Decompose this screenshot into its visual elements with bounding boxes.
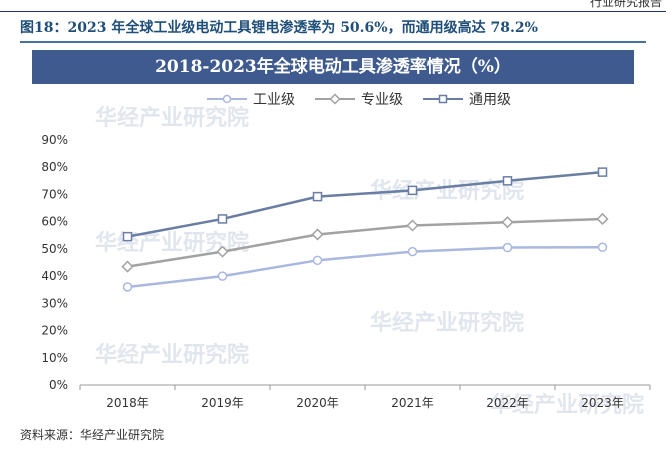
x-tick-label: 2022年 [486, 396, 529, 410]
legend-label-industrial: 工业级 [253, 92, 295, 108]
data-point [407, 185, 418, 196]
chart-title: 2018-2023年全球电动工具渗透率情况（%） [32, 50, 634, 84]
x-axis: 2018年 2019年 2020年 2021年 2022年 2023年 [79, 384, 651, 410]
report-header-text: 行业研究报告 [589, 0, 662, 9]
data-point [406, 219, 419, 232]
data-point [122, 282, 133, 292]
series-line [127, 246, 603, 289]
data-point [216, 245, 229, 258]
x-tick-label: 2018年 [106, 396, 149, 410]
source-note: 资料来源：华经产业研究院 [20, 428, 165, 442]
y-tick-label: 70% [41, 187, 68, 201]
legend-square-marker-icon [423, 94, 463, 104]
legend-circle-marker-icon [207, 94, 247, 104]
data-point [597, 242, 608, 253]
y-tick-label: 60% [41, 215, 68, 229]
y-tick-label: 40% [41, 269, 68, 283]
data-point [407, 246, 418, 257]
watermark-text: 华经产业研究院 [490, 392, 644, 418]
x-tick-label: 2021年 [391, 396, 434, 410]
chart-legend: 工业级 专业级 通用级 [205, 88, 511, 110]
y-tick-label: 90% [41, 133, 68, 147]
data-point [217, 271, 228, 281]
header-divider [0, 11, 666, 12]
watermark-text: 华经产业研究院 [95, 342, 249, 368]
x-tick-label: 2020年 [296, 396, 339, 410]
watermark-text: 华经产业研究院 [95, 105, 249, 131]
y-tick-label: 80% [41, 160, 68, 174]
figure-title: 图18：2023 年全球工业级电动工具锂电渗透率为 50.6%，而通用级高达 7… [20, 20, 538, 36]
data-point [312, 191, 323, 202]
legend-item-general: 通用级 [421, 89, 511, 109]
data-point [502, 176, 513, 186]
series-layer [121, 167, 609, 292]
legend-diamond-marker-icon [315, 93, 355, 105]
series-line [127, 170, 603, 238]
data-point [121, 260, 134, 273]
legend-label-general: 通用级 [469, 92, 511, 108]
title-underline [20, 41, 646, 43]
y-tick-label: 30% [41, 296, 68, 310]
data-point [502, 242, 513, 253]
data-point [122, 231, 133, 242]
y-axis: 0% 10% 20% 30% 40% 50% 60% 70% 80% 90% [41, 133, 68, 392]
y-tick-label: 0% [49, 378, 68, 392]
series-line [127, 217, 603, 268]
watermark-layer: 华经产业研究院华经产业研究院华经产业研究院华经产业研究院华经产业研究院华经产业研… [95, 105, 644, 418]
data-point [501, 216, 514, 229]
legend-label-professional: 专业级 [361, 92, 403, 108]
y-tick-label: 50% [41, 242, 68, 256]
y-tick-label: 10% [41, 351, 68, 365]
watermark-text: 华经产业研究院 [370, 310, 524, 336]
data-point [312, 255, 323, 266]
data-point [311, 228, 324, 241]
x-tick-label: 2023年 [581, 396, 624, 410]
data-point [217, 214, 228, 224]
legend-item-industrial: 工业级 [205, 89, 295, 109]
data-point [597, 167, 608, 177]
x-tick-label: 2019年 [201, 396, 244, 410]
data-point [596, 212, 609, 226]
y-tick-label: 20% [41, 324, 68, 338]
header-rule: 行业研究报告 [0, 0, 666, 12]
legend-item-professional: 专业级 [313, 89, 403, 109]
